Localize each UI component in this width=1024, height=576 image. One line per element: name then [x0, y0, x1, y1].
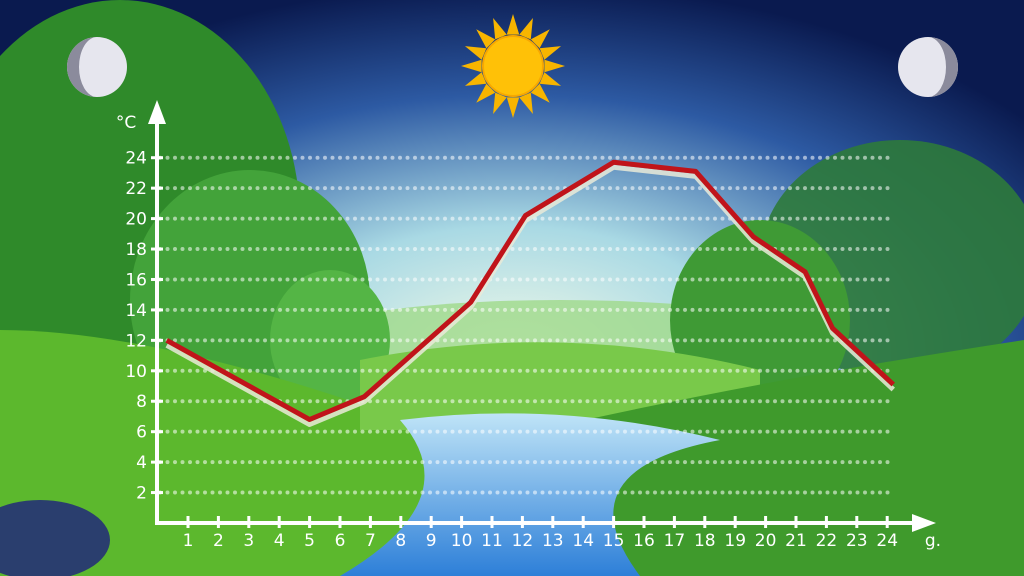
x-tick-label: 19: [724, 531, 746, 551]
x-tick-label: 21: [785, 531, 807, 551]
sun-rays: [461, 14, 565, 118]
y-tick-label: 16: [125, 270, 147, 290]
x-tick-label: 13: [542, 531, 564, 551]
x-tick-label: 22: [816, 531, 838, 551]
x-axis-arrow: [912, 514, 936, 532]
y-tick-label: 18: [125, 240, 147, 260]
x-tick-label: 20: [755, 531, 777, 551]
axes: [148, 100, 936, 532]
x-tick-label: 8: [395, 531, 406, 551]
x-tick-label: 23: [846, 531, 868, 551]
x-axis-label: g.: [925, 531, 941, 551]
gridlines: [158, 155, 897, 495]
y-axis-arrow: [148, 100, 166, 124]
y-tick-label: 8: [136, 392, 147, 412]
x-tick-label: 3: [243, 531, 254, 551]
x-tick-label: 11: [481, 531, 503, 551]
x-tick-label: 10: [451, 531, 473, 551]
x-tick-label: 16: [633, 531, 655, 551]
sun-disc: [482, 35, 544, 97]
x-tick-label: 1: [183, 531, 194, 551]
x-tick-label: 2: [213, 531, 224, 551]
y-tick-label: 2: [136, 484, 147, 504]
x-tick-label: 4: [274, 531, 285, 551]
y-tick-label: 24: [125, 149, 147, 169]
series: [165, 159, 895, 428]
y-tick-label: 14: [125, 301, 147, 321]
x-tick-label: 15: [603, 531, 625, 551]
x-tick-label: 12: [512, 531, 534, 551]
x-tick-label: 6: [335, 531, 346, 551]
moon-icon: [67, 37, 127, 97]
x-tick-label: 7: [365, 531, 376, 551]
y-tick-label: 12: [125, 331, 147, 351]
y-tick-label: 10: [125, 362, 147, 382]
x-tick-label: 17: [664, 531, 686, 551]
y-axis-label: °C: [116, 113, 136, 133]
y-tick-label: 20: [125, 210, 147, 230]
x-tick-label: 5: [304, 531, 315, 551]
x-tick-label: 9: [426, 531, 437, 551]
x-tick-label: 18: [694, 531, 716, 551]
y-tick-label: 4: [136, 453, 147, 473]
sun-icon: [461, 14, 565, 118]
x-tick-label: 14: [572, 531, 594, 551]
y-tick-label: 6: [136, 423, 147, 443]
x-tick-label: 24: [876, 531, 898, 551]
moon-icon: [898, 37, 958, 97]
y-tick-label: 22: [125, 179, 147, 199]
